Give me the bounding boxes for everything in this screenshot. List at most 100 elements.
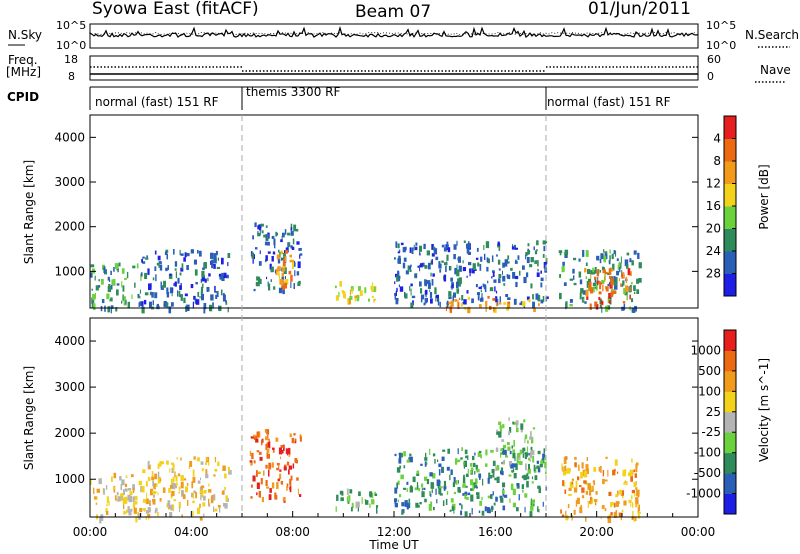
velocity-echo-0 [114, 495, 117, 501]
velocity-colorbar-tick-label-0: 1000 [690, 343, 721, 357]
velocity-echo-0 [135, 516, 138, 523]
noise-sky-line [89, 25, 699, 38]
power-echo-5 [395, 241, 398, 248]
velocity-echo-5 [513, 422, 517, 425]
velocity-colorbar-cell-8 [724, 330, 736, 351]
velocity-echo-4 [474, 478, 478, 485]
power-echo-5 [486, 257, 489, 263]
velocity-echo-1 [162, 487, 166, 493]
power-echo-7 [615, 250, 617, 257]
power-echo-7 [636, 289, 640, 294]
power-echo-8 [608, 276, 612, 279]
velocity-echo-6 [575, 499, 578, 507]
power-echo-5 [446, 241, 449, 249]
velocity-echo-6 [579, 506, 583, 514]
power-ytick-label-2000: 2000 [54, 220, 85, 234]
velocity-echo-4 [516, 485, 520, 489]
velocity-echo-5 [499, 425, 502, 433]
power-echo-2 [278, 287, 283, 294]
velocity-echo-6 [568, 487, 572, 491]
power-echo-2 [256, 276, 260, 281]
velocity-echo-4 [421, 487, 423, 491]
velocity-echo-2 [280, 480, 283, 485]
power-echo-5 [453, 244, 457, 250]
velocity-echo-6 [561, 514, 565, 517]
power-echo-1 [155, 274, 157, 282]
velocity-echo-2 [268, 462, 272, 470]
velocity-echo-1 [148, 516, 150, 520]
power-echo-6 [467, 306, 471, 313]
power-echo-3 [289, 254, 292, 258]
velocity-echo-4 [513, 468, 515, 473]
power-echo-1 [183, 257, 186, 262]
power-echo-2 [267, 251, 271, 254]
velocity-colorbar-tick-label-2: 100 [698, 384, 721, 398]
power-echo-2 [284, 229, 287, 235]
power-echo-0 [97, 285, 101, 288]
power-echo-1 [204, 278, 207, 283]
velocity-echo-4 [538, 487, 541, 494]
velocity-echo-1 [177, 473, 181, 477]
velocity-echo-1 [141, 486, 145, 493]
velocity-echo-2 [250, 460, 253, 466]
velocity-echo-1 [201, 468, 204, 472]
velocity-echo-6 [607, 516, 612, 523]
velocity-echo-2 [277, 478, 280, 482]
power-echo-5 [431, 279, 434, 286]
x-axis-label: Time UT [368, 538, 419, 552]
date-label: 01/Jun/2011 [588, 0, 691, 19]
velocity-echo-3 [372, 493, 374, 499]
velocity-echo-4 [488, 507, 491, 513]
power-echo-5 [431, 253, 435, 257]
power-echo-1 [169, 273, 172, 276]
velocity-echo-6 [567, 503, 570, 509]
velocity-echo-2 [288, 447, 291, 455]
power-echo-5 [545, 296, 549, 299]
velocity-echo-1 [187, 500, 189, 506]
power-echo-5 [396, 275, 399, 282]
power-echo-8 [608, 300, 611, 304]
velocity-echo-5 [527, 440, 529, 444]
velocity-echo-0 [132, 502, 136, 509]
velocity-echo-5 [512, 421, 515, 425]
velocity-echo-3 [348, 495, 351, 502]
power-echo-1 [210, 252, 214, 259]
velocity-echo-4 [513, 473, 517, 479]
power-echo-1 [175, 271, 177, 279]
power-echo-8 [594, 276, 597, 280]
velocity-echo-6 [587, 501, 591, 504]
power-echo-1 [203, 262, 207, 269]
power-echo-6 [458, 297, 461, 301]
velocity-echo-1 [199, 517, 203, 521]
power-echo-1 [203, 306, 206, 314]
power-echo-1 [223, 272, 227, 279]
power-echo-5 [397, 258, 401, 264]
velocity-echo-5 [524, 452, 528, 460]
velocity-echo-0 [106, 496, 109, 503]
velocity-echo-1 [210, 496, 214, 504]
velocity-echo-4 [408, 498, 411, 505]
velocity-echo-4 [449, 509, 452, 512]
velocity-echo-4 [524, 493, 528, 498]
velocity-echo-1 [171, 482, 176, 488]
velocity-echo-4 [519, 461, 523, 465]
power-echo-5 [525, 252, 528, 257]
power-echo-5 [519, 302, 523, 306]
velocity-echo-6 [587, 501, 589, 508]
power-echo-1 [184, 293, 188, 297]
power-echo-1 [213, 253, 217, 259]
power-echo-5 [544, 241, 548, 244]
velocity-echo-1 [174, 471, 176, 478]
velocity-echo-4 [536, 460, 540, 464]
power-echo-5 [454, 267, 457, 275]
power-echo-5 [468, 261, 472, 266]
velocity-echo-6 [563, 481, 566, 487]
power-echo-5 [466, 290, 469, 294]
power-echo-5 [441, 244, 445, 248]
velocity-echo-5 [520, 423, 524, 430]
power-echo-2 [281, 257, 286, 260]
velocity-echo-1 [178, 501, 181, 509]
power-echo-0 [93, 303, 96, 310]
velocity-echo-4 [416, 470, 420, 474]
velocity-echo-6 [630, 503, 632, 507]
